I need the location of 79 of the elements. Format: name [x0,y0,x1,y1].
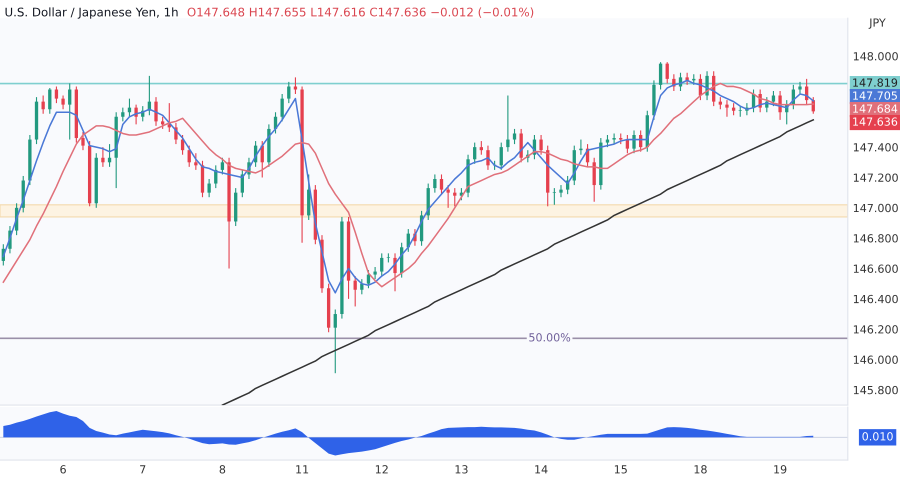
candlestick [240,169,244,198]
annotation: 50.00% [529,333,570,342]
candlestick [718,96,722,110]
candlestick [473,142,476,164]
candlestick [380,252,384,277]
candlestick [433,174,437,194]
candlestick [134,104,138,125]
y-tick-label: 147.400 [854,143,898,152]
candlestick [260,140,264,178]
text: 147.705 [853,91,897,100]
candlestick [287,81,290,104]
candlestick [48,87,52,114]
x-tick-label: 15 [614,465,627,474]
candlestick [559,184,563,198]
candlestick [606,134,610,148]
candlestick [373,266,377,280]
candlestick [798,81,802,95]
candlestick [612,132,616,145]
y-tick-label: 146.000 [854,356,898,364]
y-axis-title: JPY [868,18,886,29]
x-tick-label: 12 [376,465,388,474]
x-tick-label: 6 [60,465,66,474]
candlestick [480,140,483,156]
candlestick [354,276,357,308]
candlestick [280,93,284,122]
x-tick-label: 18 [694,465,707,474]
y-tick-label: 146.600 [854,264,898,273]
chart-title: U.S. Dollar / Japanese Yen, 1h [6,7,178,19]
text: 0.010 [862,432,893,441]
x-tick-label: 19 [774,465,786,474]
candlestick [360,278,364,295]
candlestick [108,144,112,168]
y-tick-label: 148.000 [854,52,898,60]
candlestick [68,82,72,140]
candlestick [406,228,410,252]
candlestick [692,74,696,86]
line-series [222,119,814,406]
y-tick-label: 145.800 [854,386,898,394]
x-tick-label: 13 [456,465,468,474]
y-tick-label: 147.200 [854,173,898,182]
candlestick [626,134,630,154]
candlestick [207,178,211,198]
candlestick [128,98,132,118]
candlestick [639,130,642,152]
candlestick [188,145,191,168]
candlestick [121,107,124,122]
candlestick [168,102,171,133]
candlestick [725,100,729,118]
y-tick-label: 147.000 [854,204,898,212]
candlestick [592,157,596,202]
candlestick [619,132,622,145]
candlestick [220,157,224,175]
chart-subtitle: O147.648 H147.655 L147.616 C147.636 −0.012 (−0.01%) [188,7,534,18]
candlestick [579,138,583,156]
y-tick-label: 146.200 [854,325,898,334]
candlestick [658,62,662,90]
candlestick [214,164,218,189]
text: 147.684 [853,104,898,113]
candlestick [666,62,669,84]
candlestick [101,146,105,168]
x-tick-label: 11 [296,465,308,474]
candlestick [41,94,45,114]
candlestick [294,76,298,95]
y-tick-label: 146.400 [854,294,898,304]
x-tick-label: 8 [220,465,226,474]
candlestick [500,142,503,170]
candlestick [160,116,164,130]
ref-line-label: 147.819 [853,78,898,87]
x-tick-label: 7 [140,465,146,474]
text: 147.636 [853,117,898,126]
candlestick [506,94,510,152]
candlestick [446,184,450,208]
y-tick-label: 146.800 [854,234,898,243]
candlestick [453,188,456,207]
x-tick-label: 14 [535,465,548,474]
candlestick [194,152,198,170]
candlestick [732,102,736,116]
candlestick [334,308,337,374]
candlestick [804,78,808,106]
